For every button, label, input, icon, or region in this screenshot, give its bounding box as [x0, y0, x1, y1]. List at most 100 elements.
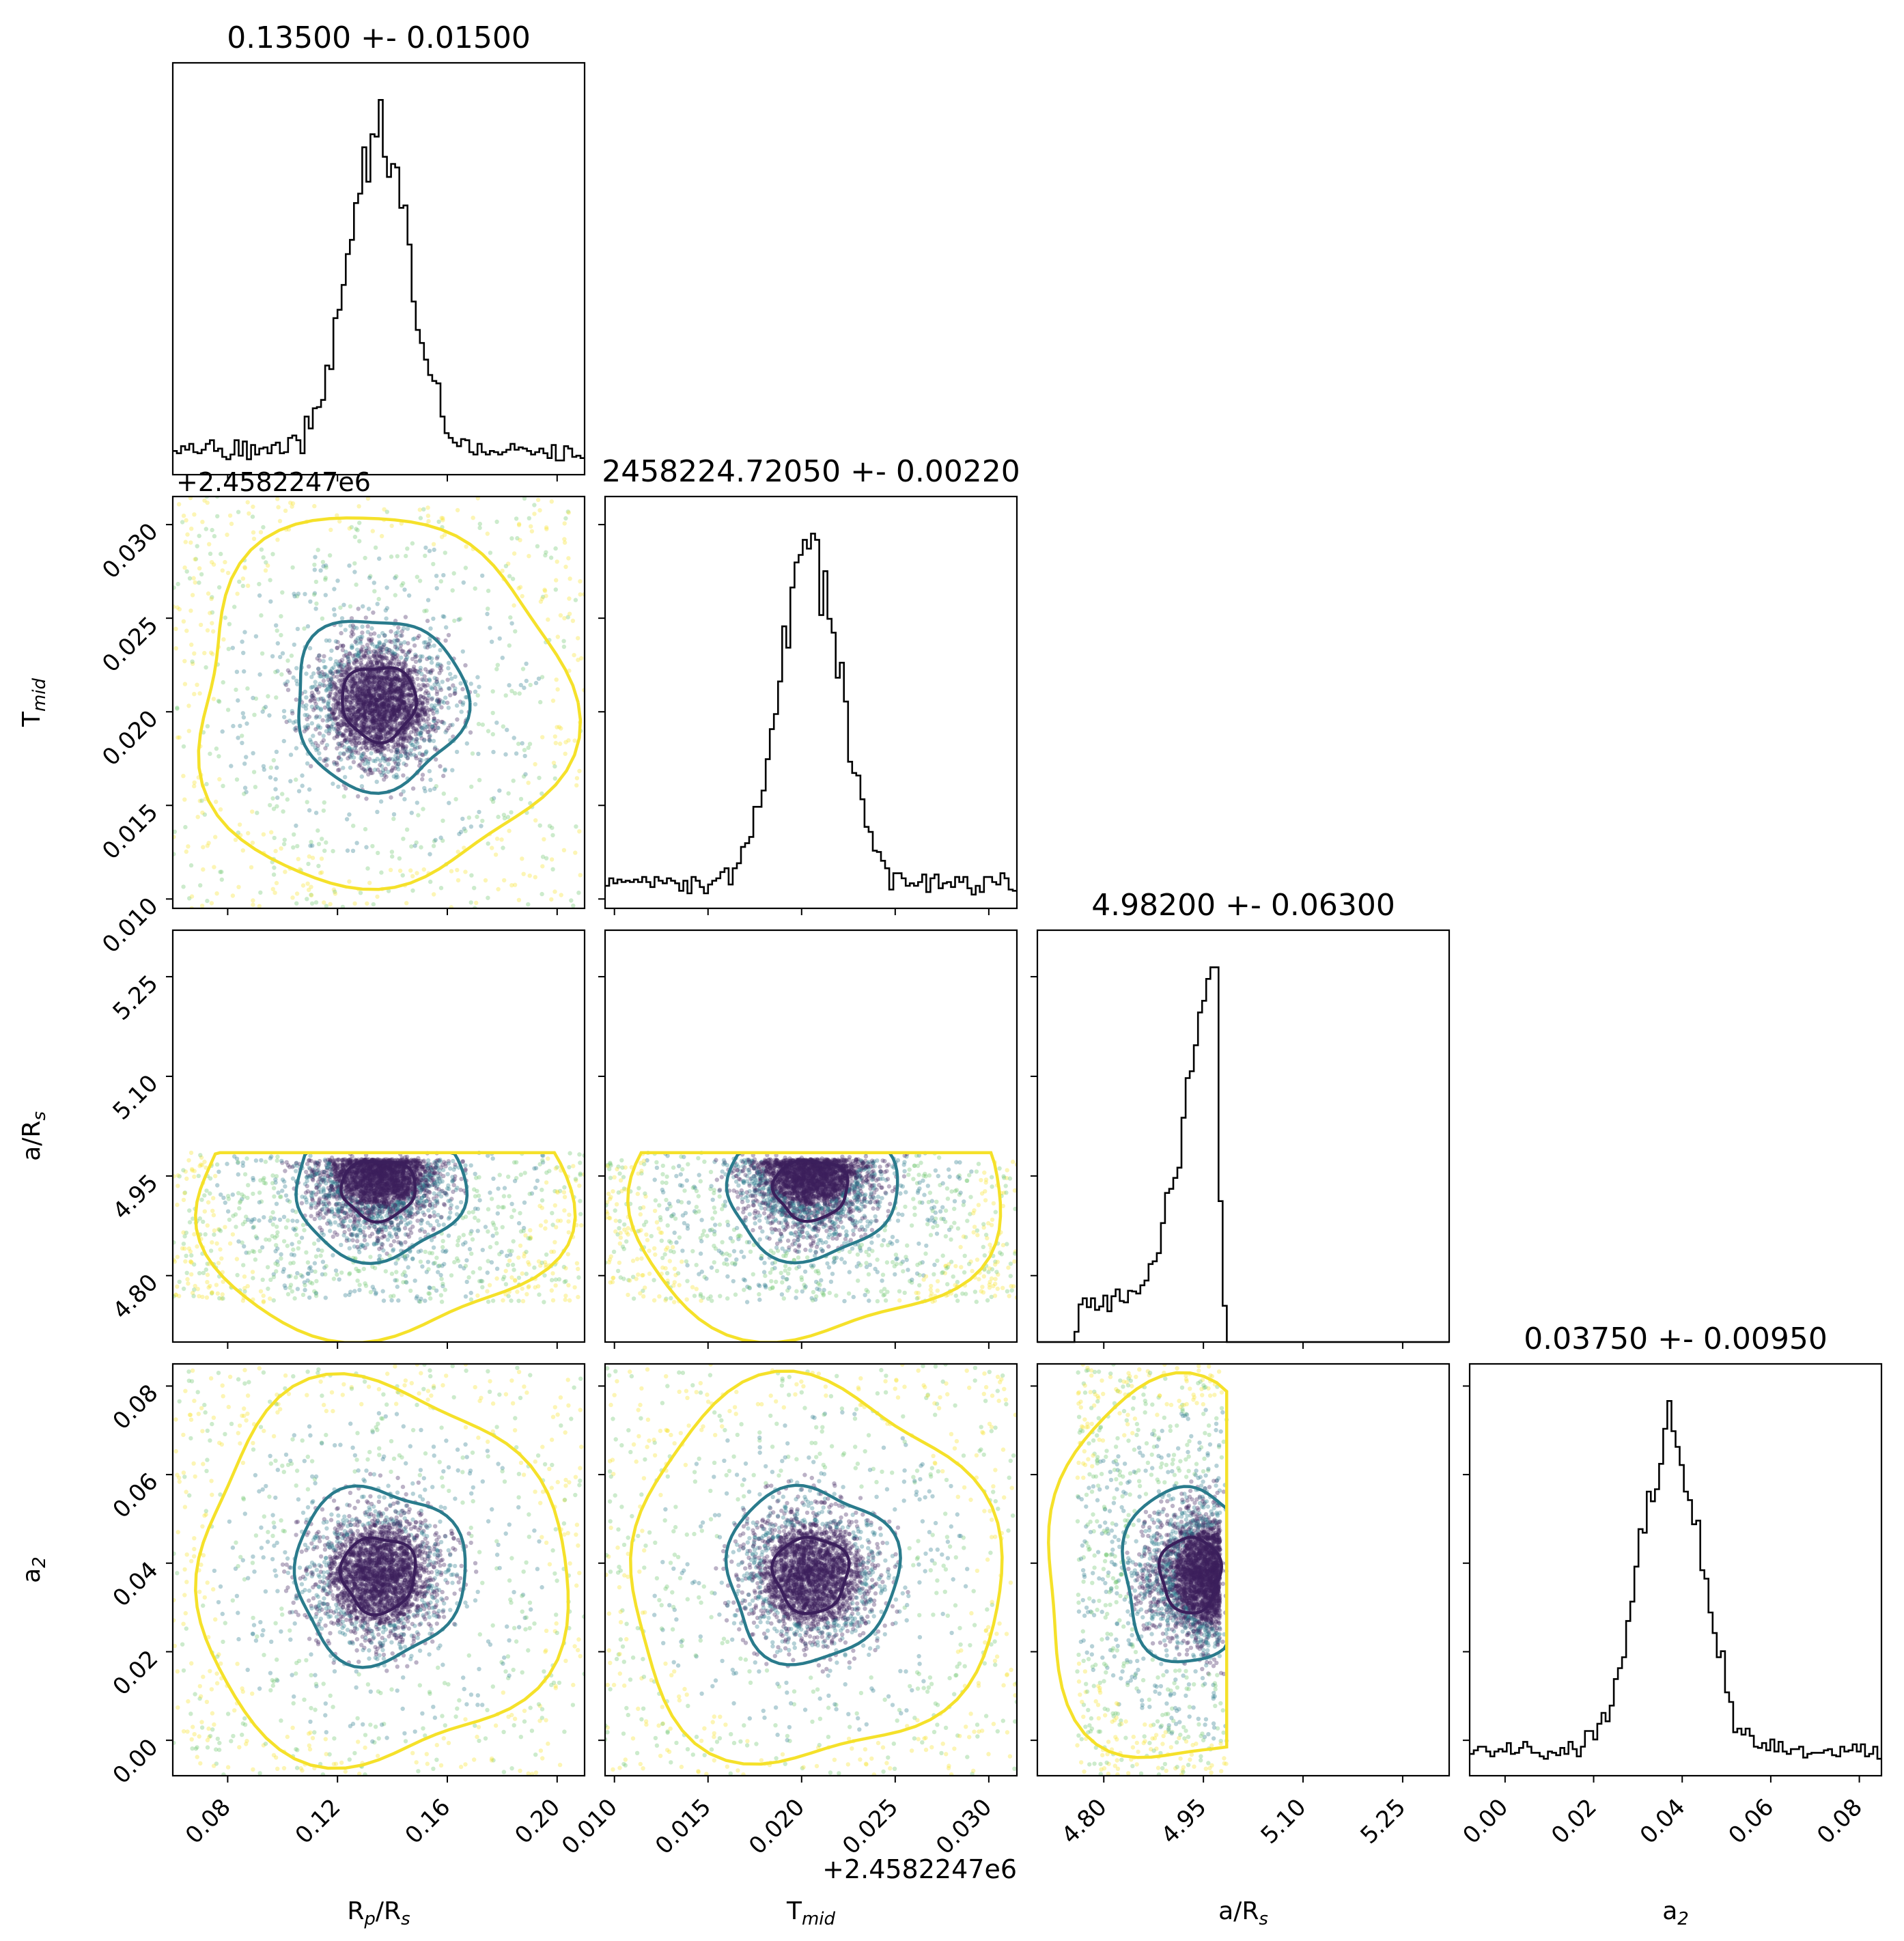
scatter-point: [278, 654, 283, 660]
scatter-point: [359, 648, 364, 653]
scatter-point: [341, 734, 346, 738]
scatter-point: [376, 713, 380, 718]
scatter-point: [381, 701, 386, 707]
scatter-point: [396, 625, 401, 630]
scatter-point: [401, 712, 406, 717]
scatter-point: [400, 701, 404, 707]
scatter-point: [363, 555, 367, 561]
scatter-point: [396, 697, 401, 702]
scatter-point: [271, 807, 277, 811]
scatter-point: [379, 533, 384, 539]
scatter-point: [389, 682, 394, 686]
scatter-point: [409, 811, 414, 815]
scatter-point: [312, 503, 317, 509]
scatter-point: [404, 714, 409, 719]
scatter-point: [332, 587, 337, 591]
scatter-point: [376, 713, 381, 718]
scatter-point: [358, 698, 363, 703]
scatter-point: [477, 778, 482, 783]
scatter-point: [512, 603, 516, 608]
scatter-point: [201, 1219, 206, 1225]
scatter-point: [434, 574, 439, 578]
scatter-point: [323, 593, 328, 598]
scatter-point: [313, 811, 319, 815]
scatter-point: [512, 736, 516, 740]
scatter-point: [456, 878, 461, 883]
scatter-point: [367, 757, 372, 762]
scatter-point: [370, 683, 375, 688]
scatter-point: [212, 533, 217, 539]
scatter-point: [373, 759, 378, 764]
scatter-point: [379, 682, 384, 687]
scatter-point: [421, 507, 426, 512]
scatter-point: [285, 1244, 290, 1248]
scatter-point: [352, 681, 357, 686]
scatter-point: [384, 675, 389, 680]
scatter-point: [341, 766, 346, 770]
scatter-point: [402, 708, 407, 713]
scatter-point: [463, 1163, 468, 1168]
scatter-point: [389, 728, 393, 734]
scatter-point: [333, 699, 338, 703]
scatter-point: [357, 520, 362, 525]
scatter-point: [234, 669, 240, 674]
scatter-point: [359, 680, 364, 685]
scatter-point: [389, 652, 394, 656]
scatter-point: [408, 693, 413, 698]
scatter-point: [494, 836, 500, 841]
scatter-point: [410, 737, 415, 742]
scatter-point: [225, 532, 229, 537]
scatter-point: [372, 767, 378, 772]
scatter-points-layer: [173, 497, 1229, 1776]
scatter-point: [393, 676, 397, 682]
scatter-point: [449, 676, 454, 681]
scatter-point: [368, 650, 373, 654]
scatter-point: [387, 687, 392, 692]
scatter-point: [362, 716, 367, 721]
scatter-point: [266, 694, 270, 699]
scatter-point: [324, 904, 328, 908]
scatter-point: [378, 734, 383, 739]
scatter-point: [520, 667, 526, 671]
scatter-point: [568, 576, 572, 581]
scatter-point: [366, 693, 371, 699]
scatter-point: [428, 879, 433, 884]
scatter-point: [361, 704, 366, 709]
scatter-point: [483, 1225, 488, 1229]
scatter-point: [464, 741, 469, 746]
scatter-point: [552, 889, 557, 894]
scatter-point: [435, 654, 440, 659]
scatter-point: [285, 1291, 291, 1297]
scatter-point: [294, 823, 298, 828]
scatter-point: [474, 1175, 479, 1180]
scatter-point: [406, 650, 411, 654]
scatter-point: [409, 693, 415, 698]
scatter-point: [305, 881, 310, 886]
scatter-point: [488, 550, 493, 555]
scatter-point: [391, 657, 397, 662]
scatter-point: [388, 662, 393, 667]
scatter-point: [416, 813, 421, 818]
scatter-point: [331, 849, 335, 854]
scatter-point: [202, 651, 207, 656]
scatter-point: [387, 688, 392, 693]
scatter-point: [363, 679, 367, 684]
scatter-point: [341, 752, 346, 757]
scatter-point: [468, 824, 474, 829]
scatter-point: [577, 768, 582, 774]
scatter-point: [333, 710, 337, 714]
scatter-point: [363, 826, 368, 832]
scatter-point: [383, 1227, 389, 1233]
scatter-point: [348, 732, 354, 738]
scatter-point: [250, 840, 255, 846]
scatter-point: [360, 745, 365, 750]
scatter-point: [406, 667, 410, 672]
scatter-point: [412, 1279, 417, 1283]
scatter-point: [399, 655, 404, 660]
scatter-point: [331, 716, 336, 721]
scatter-point: [419, 709, 424, 714]
scatter-point: [364, 718, 369, 723]
scatter-point: [567, 611, 572, 616]
scatter-point: [404, 680, 408, 686]
scatter-point: [503, 752, 508, 757]
